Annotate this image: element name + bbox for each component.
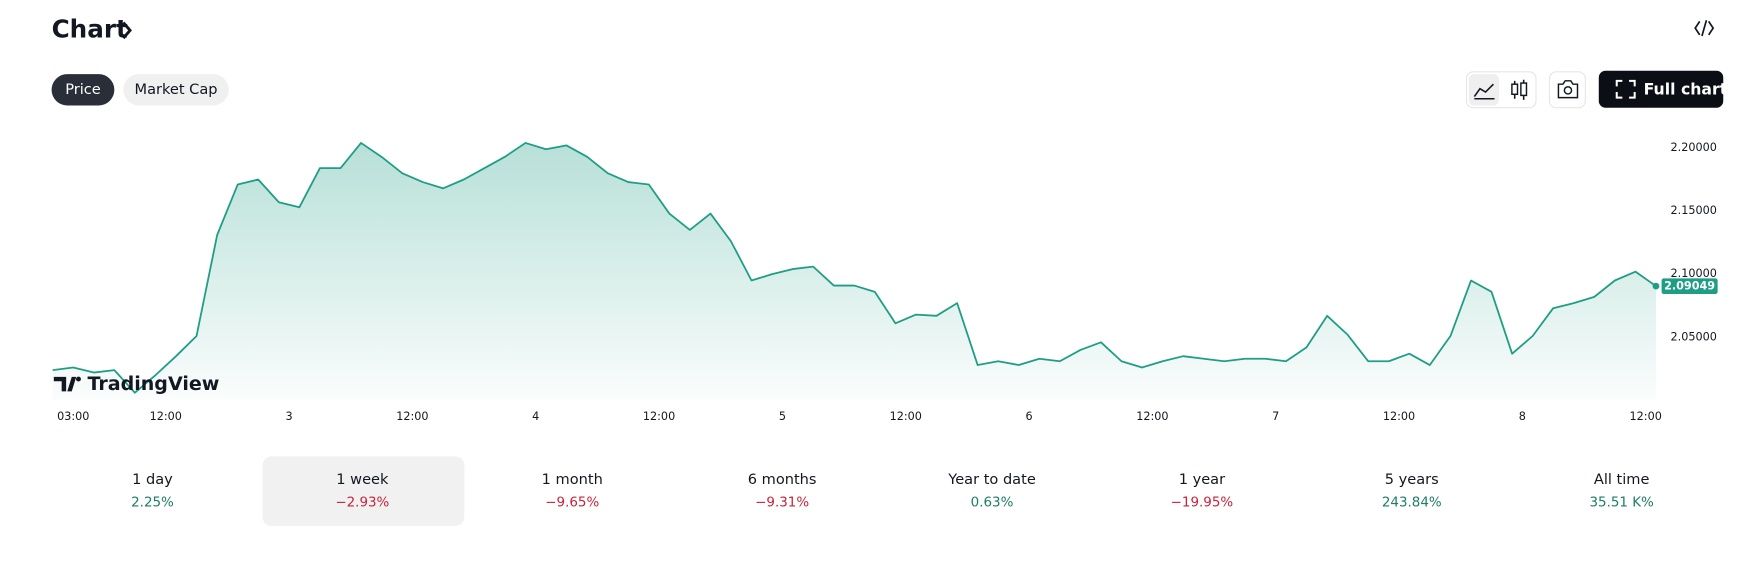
line-style-button[interactable] [1468, 74, 1500, 106]
period-label[interactable]: 1 week [336, 471, 389, 488]
x-tick-label: 3 [286, 410, 293, 423]
page-title[interactable]: Chart [52, 14, 128, 43]
x-tick-label: 03:00 [57, 410, 89, 423]
line-style-icon [1473, 83, 1495, 100]
period-hit[interactable] [1522, 456, 1724, 526]
period-label[interactable]: Year to date [947, 471, 1036, 488]
camera-icon [1557, 80, 1579, 99]
period-change[interactable]: −2.93% [335, 495, 389, 510]
period-hit[interactable] [472, 456, 674, 526]
period-hit[interactable] [892, 456, 1094, 526]
last-price-label: 2.09049 [1664, 280, 1715, 293]
x-tick-label: 7 [1272, 410, 1279, 423]
price-line [52, 142, 1657, 394]
period-label[interactable]: 6 months [748, 471, 817, 488]
tab[interactable] [123, 74, 229, 106]
full-chart-label[interactable]: Full chart [1644, 79, 1728, 98]
y-tick-label: 2.05000 [1671, 330, 1717, 343]
watermark-text: TradingView [87, 373, 219, 395]
x-tick-label: 4 [532, 410, 539, 423]
period-label[interactable]: 1 month [542, 471, 603, 488]
last-price-dot [1652, 282, 1660, 290]
x-tick-label: 12:00 [643, 410, 675, 423]
candle-style-button[interactable] [1503, 74, 1533, 105]
x-tick-label: 6 [1025, 410, 1032, 423]
period-change[interactable]: 2.25% [131, 495, 174, 510]
period-change[interactable]: −9.65% [545, 495, 599, 510]
period-label[interactable]: 5 years [1385, 471, 1439, 488]
x-tick-label: 12:00 [1630, 410, 1662, 423]
y-tick-label: 2.20000 [1671, 141, 1717, 154]
x-tick-label: 12:00 [396, 410, 428, 423]
period-hit[interactable] [1102, 456, 1304, 526]
price-area [52, 142, 1656, 401]
y-tick-label: 2.10000 [1671, 267, 1717, 280]
period-label[interactable]: 1 year [1179, 471, 1225, 488]
period-selected-bg[interactable] [262, 456, 465, 526]
period-label[interactable]: All time [1594, 471, 1650, 488]
x-tick-label: 12:00 [1136, 410, 1168, 423]
x-tick-label: 5 [779, 410, 786, 423]
x-tick-label: 12:00 [1383, 410, 1415, 423]
x-tick-label: 12:00 [150, 410, 182, 423]
period-hit[interactable] [682, 456, 884, 526]
title-chevron[interactable] [122, 21, 132, 40]
y-tick-label: 2.15000 [1671, 204, 1717, 217]
period-change[interactable]: −9.31% [755, 495, 809, 510]
tab[interactable] [51, 74, 115, 106]
period-change[interactable]: −19.95% [1171, 495, 1234, 510]
x-tick-label: 8 [1519, 410, 1526, 423]
candle-body [1520, 82, 1528, 97]
price-chart: 2.05000 2.10000 2.15000 2.20000 03:00 12:00 3 1… [52, 141, 1718, 423]
x-tick-label: 12:00 [890, 410, 922, 423]
period-change[interactable]: 0.63% [971, 495, 1014, 510]
watermark-logo [53, 376, 77, 392]
period-label[interactable]: 1 day [132, 471, 173, 488]
candle-style-hit[interactable] [1503, 74, 1533, 105]
tab-label[interactable]: Market Cap [135, 81, 218, 98]
period-hit[interactable] [1312, 456, 1514, 526]
period-change[interactable]: 243.84% [1382, 495, 1442, 510]
period-hit[interactable] [53, 456, 255, 526]
candle-body [1511, 83, 1519, 96]
last-price-tag [1661, 278, 1718, 295]
watermark: TradingView [53, 373, 219, 395]
period-change[interactable]: 35.51 K% [1590, 495, 1655, 510]
snapshot-button[interactable] [1548, 71, 1586, 109]
tab-label[interactable]: Price [65, 81, 101, 98]
watermark-logo-dot [76, 376, 81, 382]
camera-lens [1563, 86, 1573, 95]
embed-icon[interactable] [1694, 20, 1715, 37]
full-chart-icon [1615, 79, 1636, 99]
